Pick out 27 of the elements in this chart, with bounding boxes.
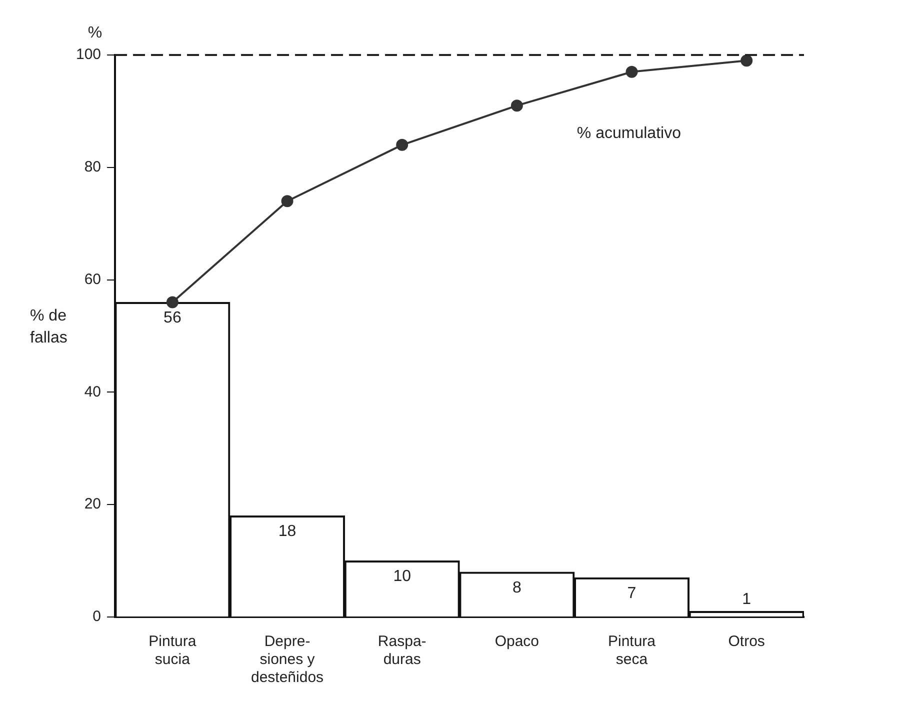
data-label: 18 [278,523,296,540]
x-tick-label: Pintura seca [608,633,656,668]
x-tick-label: Opaco [494,633,540,650]
point [510,100,523,112]
point [740,55,753,67]
point [396,138,408,151]
data-label: 10 [393,568,412,586]
point [281,195,294,208]
y-tick-label: 40 [84,383,102,400]
x-tick-label: Pintura sucia [148,633,197,668]
y-tick-label: 0 [92,608,102,626]
y-tick-label: 80 [84,158,102,176]
text: % [88,24,102,42]
x-tick-label: Raspa- duras [378,633,426,668]
data-label: 56 [164,310,182,327]
data-label: 1 [742,590,752,608]
point [166,296,178,308]
y-tick-label: 20 [84,496,102,513]
x-tick-label: Otros [728,633,765,650]
point [626,66,638,78]
annotation: % acumulativo [576,125,682,142]
y-axis-title: % de fallas [30,307,68,346]
data-label: 8 [512,579,522,596]
data-label: 7 [627,585,636,602]
y-tick-label: 100 [76,46,102,64]
x-tick-label: Depre- siones y desteñidos [250,633,324,686]
y-tick-label: 60 [84,270,102,288]
